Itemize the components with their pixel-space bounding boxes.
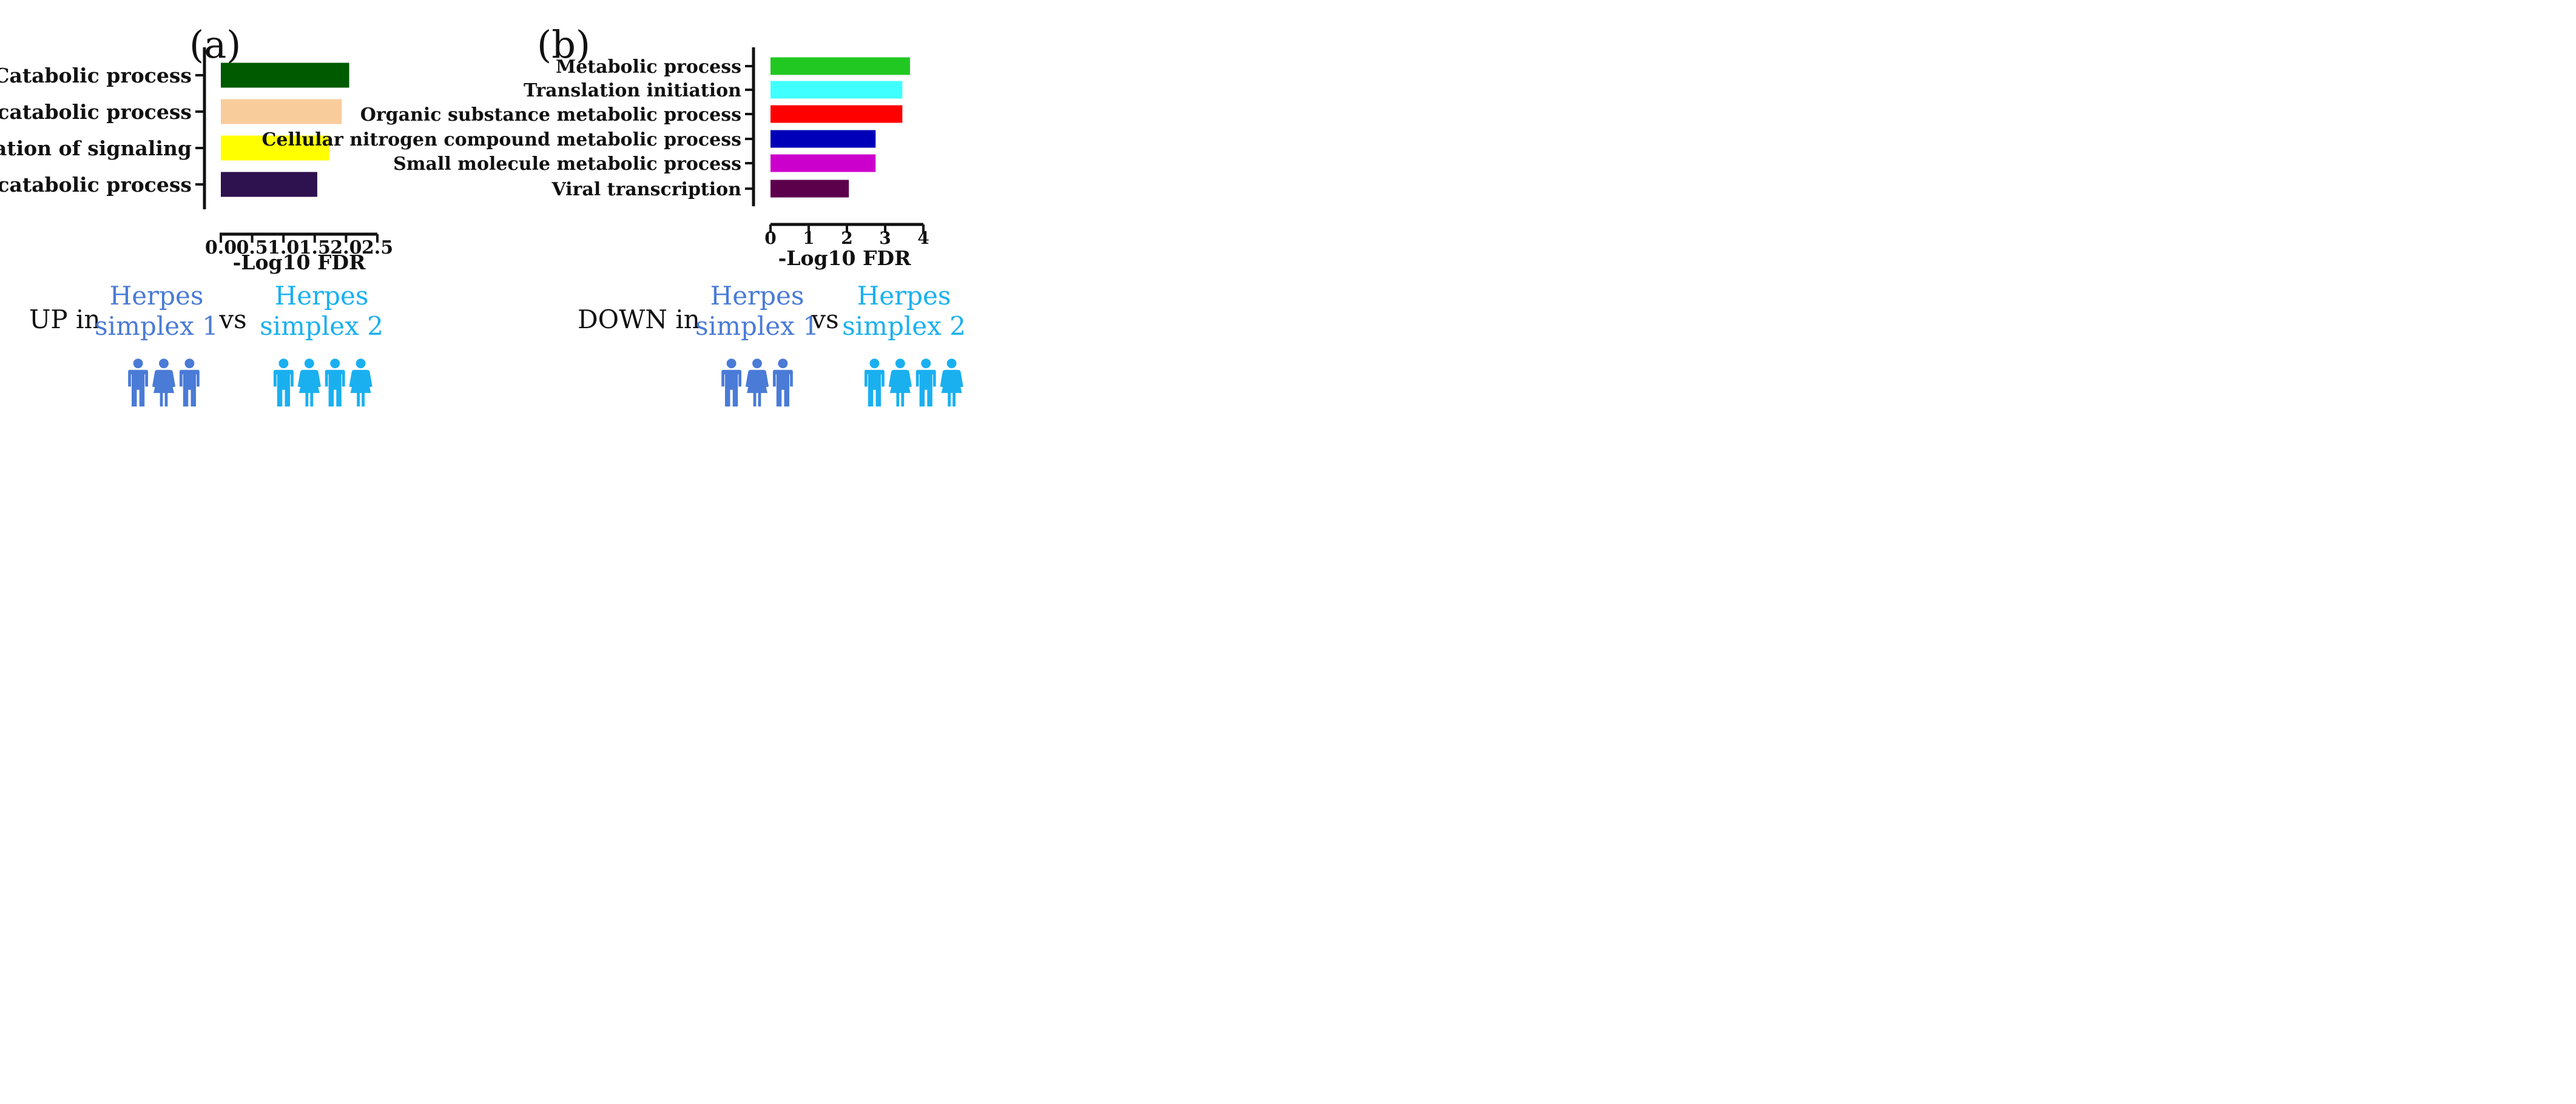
chart-a-x-tick-label: 0.5 [236,237,268,258]
chart-b-category-label: Viral transcription [551,179,741,200]
chart-b-bar [770,154,876,172]
comparison-b-group2-line2: simplex 2 [842,311,966,341]
chart-a-xlabel: -Log10 FDR [233,251,366,274]
people-group-3-icon [721,358,793,407]
comparison-a-group2-line1: Herpes [275,281,369,311]
chart-b-category-label: Translation initiation [524,80,741,101]
comparison-a-group1-line1: Herpes [110,281,204,311]
chart-b-category-label: Cellular nitrogen compound metabolic pro… [262,129,741,150]
chart-b-x-tick-label: 1 [803,228,814,248]
chart-a: 0.00.51.01.52.02.5 Catabolic process Organ… [0,47,393,258]
chart-b-category-label: Small molecule metabolic process [393,153,741,175]
chart-b-bar [770,130,876,148]
people-group-4-icon [273,358,373,407]
chart-a-category-label: Regulation of signaling [0,136,192,160]
panel-a: (a) 0.00.51.01.52.02.5 Catabolic process O… [0,22,393,407]
chart-b-bar [770,81,903,99]
panel-a-label: (a) [189,22,241,67]
chart-a-category-label: Cellular catabolic process [0,173,192,197]
comparison-b-group1-line1: Herpes [710,281,804,311]
chart-b-bar [770,105,903,123]
comparison-a: UP in Herpes simplex 1 vs Herpes simplex… [29,281,383,407]
people-group-4-icon [864,358,963,407]
people-group-3-icon [128,358,200,407]
comparison-b-direction: DOWN in [578,305,700,334]
comparison-a-vs: vs [218,305,246,334]
chart-b-x-tick-label: 4 [917,228,929,248]
chart-b-x-tick-label: 0 [764,228,776,248]
comparison-a-group1-line2: simplex 1 [95,311,218,341]
comparison-a-group2-line2: simplex 2 [260,311,383,341]
comparison-b-group1-line2: simplex 1 [695,311,819,341]
chart-b-bar [770,180,849,198]
chart-b-bar [770,57,910,75]
chart-a-bar [221,99,342,124]
comparison-b-group2-line1: Herpes [857,281,951,311]
chart-b-category-label: Organic substance metabolic process [360,104,741,126]
chart-a-bar [221,62,349,88]
chart-a-x-tick-label: 1.0 [268,237,299,258]
chart-a-bar [221,135,329,161]
chart-a-x-tick-label: 1.5 [299,237,331,258]
comparison-b: DOWN in Herpes simplex 1 vs Herpes simpl… [578,281,966,407]
chart-a-category-label: Organic substance catabolic process [0,100,192,124]
chart-b-xlabel: -Log10 FDR [778,246,911,270]
chart-a-bar [221,172,317,197]
chart-a-x-tick-label: 0.0 [205,237,237,258]
comparison-a-direction: UP in [29,305,101,334]
chart-b-x-tick-label: 3 [879,228,891,248]
chart-a-x-tick-label: 2.5 [362,237,393,258]
panel-b-label: (b) [537,22,590,67]
comparison-b-vs: vs [811,305,838,334]
chart-b-x-tick-label: 2 [841,228,852,248]
chart-a-category-label: Catabolic process [0,64,192,87]
chart-a-x-tick-label: 2.0 [330,237,362,258]
chart-b-category-label: Metabolic process [556,56,741,78]
